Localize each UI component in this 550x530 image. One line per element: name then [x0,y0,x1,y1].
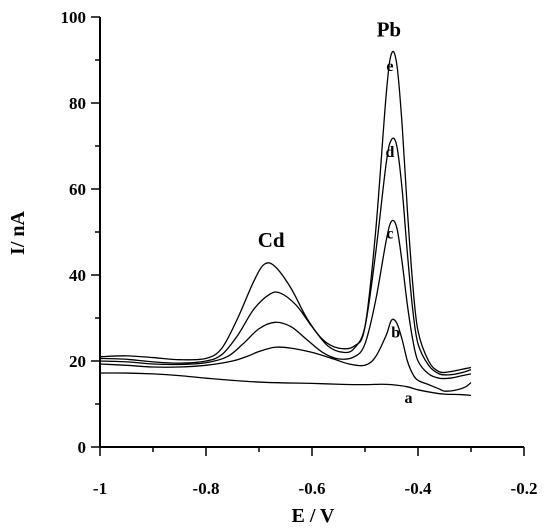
series-line-c [99,219,472,380]
series-line-b [99,318,472,392]
y-tick-label: 0 [78,438,87,457]
y-tick-label: 60 [69,180,86,199]
annotation-c: c [386,225,393,242]
annotation-e: e [386,58,393,75]
annotation-a: a [404,390,412,407]
series-line-a [99,372,472,397]
x-tick-label: -0.4 [405,479,432,498]
series-line-d [99,137,472,376]
x-tick-label: -0.8 [193,479,220,498]
y-tick-label: 20 [69,352,86,371]
annotation-Pb: Pb [377,17,402,41]
x-tick-label: -0.6 [299,479,326,498]
annotation-b: b [391,324,400,341]
y-tick-label: 40 [69,266,86,285]
axes: 0 20 40 60 80 100 -1 -0.8 -0.6 -0.4 -0.2 [61,8,538,498]
x-tick-label: -0.2 [511,479,538,498]
x-tick-label: -1 [93,479,107,498]
annotations: Pb Cd e d c b a [258,17,413,407]
annotation-d: d [385,144,394,161]
y-axis-title: I/ nA [7,210,29,254]
curves [99,50,472,397]
y-tick-label: 80 [69,94,86,113]
series-line-e [99,50,472,374]
annotation-Cd: Cd [258,228,285,252]
x-axis-title: E / V [292,505,336,527]
y-tick-label: 100 [61,8,87,27]
